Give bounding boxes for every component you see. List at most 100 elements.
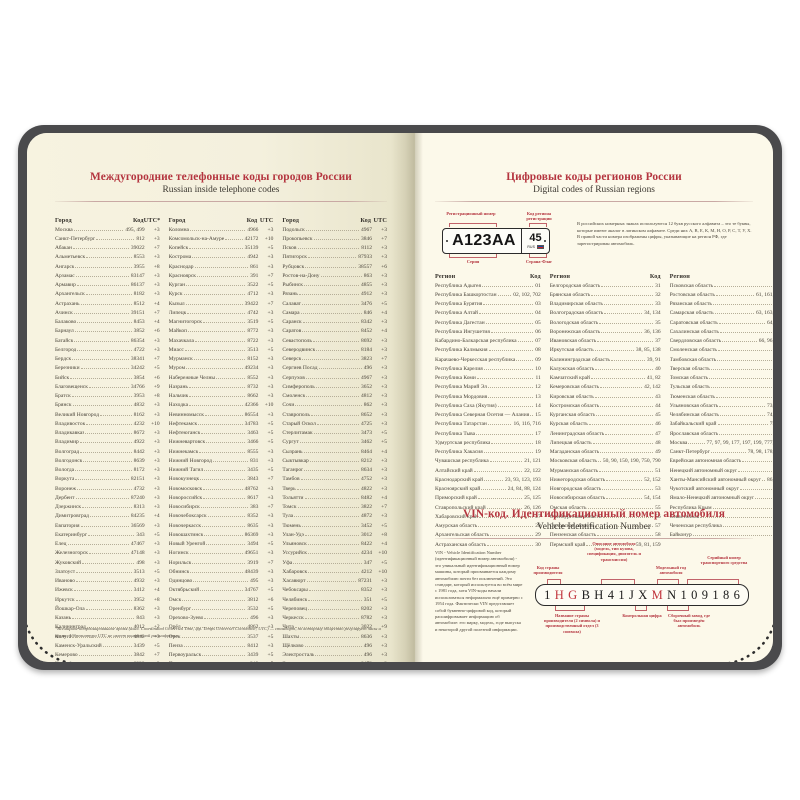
row-name-cell: Курганская область — [549, 412, 596, 418]
row-code-cell: 496 — [363, 652, 373, 658]
leader-dots — [305, 375, 360, 379]
row-utc-cell: +7 — [153, 652, 160, 658]
leader-dots — [75, 597, 132, 601]
row-utc-cell: +3 — [381, 393, 388, 399]
leader-dots — [202, 652, 246, 656]
row-utc-cell: +3 — [267, 624, 274, 631]
table-row: Подольск 4967 +3 — [282, 226, 387, 235]
row-code-cell: 01 — [535, 282, 541, 289]
leader-dots — [587, 505, 654, 509]
row-utc-cell: +3 — [267, 568, 274, 575]
row-name-cell: Кабардино-Балкарская республика — [435, 338, 517, 344]
row-code-cell: 8202 — [361, 605, 373, 612]
row-name-cell: Псковская область — [669, 282, 714, 289]
row-code-cell: 23, 93, 123, 193 — [504, 476, 541, 483]
row-name-cell: Березники — [55, 365, 80, 372]
row-code-cell: 8453 — [133, 319, 145, 325]
row-name-cell: Орехово-Зуево — [168, 615, 204, 621]
table-row: Псковская область60 — [670, 282, 773, 291]
row-code-cell: 8672 — [133, 430, 145, 436]
row-name-cell: Краснодар — [168, 263, 194, 270]
row-code-cell: 51 — [655, 467, 661, 474]
row-name-cell: Ульяновская область — [669, 402, 719, 409]
row-name-cell: Миасс — [168, 346, 184, 353]
table-row: Волгоград 8442 +3 — [55, 448, 160, 457]
table-row: Владивосток 4232 +10 — [55, 420, 160, 429]
row-code-cell: 74, 174 — [767, 412, 773, 418]
table-row: Костромская область 44 — [550, 402, 661, 411]
row-name-cell: Новомосковск — [168, 485, 203, 492]
leader-dots — [184, 347, 246, 351]
table-row: Мурманск 8152 +3 — [169, 355, 274, 364]
row-code-cell: 383 — [250, 504, 259, 510]
table-row: Евпатория 36569 +3 — [55, 522, 160, 531]
row-code-cell: 50, 90, 150, 190, 750, 790 — [602, 458, 661, 465]
row-code-cell: 347 — [363, 559, 373, 566]
table-row: Пермь 342+5 — [169, 660, 274, 662]
table-row: Нижний Новгород 831 +3 — [169, 457, 274, 466]
vin-label-serial: Серийный номер транспортного средства — [700, 555, 748, 566]
row-code-cell: 342 — [249, 660, 258, 662]
row-utc-cell: +3 — [381, 485, 388, 492]
leader-dots — [194, 264, 249, 268]
table-row: Липецкая область 48 — [550, 439, 661, 448]
row-utc-cell: +3 — [153, 282, 160, 288]
leader-dots — [592, 440, 654, 444]
leader-dots — [588, 421, 654, 426]
row-code-cell: 25, 125 — [524, 495, 541, 502]
row-name-cell: Бердск — [55, 356, 72, 362]
row-name-cell: Магнитогорск — [168, 319, 202, 325]
row-utc-cell: +3 — [153, 559, 160, 566]
row-name-cell: Рубцовск — [282, 263, 305, 270]
leader-dots — [188, 328, 246, 333]
row-code-cell: 34783 — [244, 420, 259, 427]
row-name-cell: Омская область — [549, 504, 587, 511]
leader-dots — [79, 439, 132, 444]
table-row: Ульяновская область 73, 173 — [670, 402, 773, 411]
row-code-cell: 846 — [363, 309, 373, 316]
row-code-cell: 495 — [250, 578, 259, 584]
row-name-cell: Омск — [168, 596, 182, 603]
table-row: Ногинск 49651 +3 — [169, 549, 274, 558]
row-utc-cell: +5 — [153, 365, 160, 372]
table-row: Брянск 4832 +3 — [55, 401, 160, 410]
row-code-cell: 4842 — [133, 633, 145, 640]
row-code-cell: 8472 — [360, 660, 372, 662]
row-utc-cell: +3 — [381, 467, 388, 473]
leader-dots — [204, 412, 243, 416]
row-name-cell: Арзамас — [55, 272, 75, 279]
leader-dots — [71, 661, 132, 662]
table-row: Кемерово 3842 +7 — [55, 651, 160, 660]
table-row: Казань 843 +3 — [55, 614, 160, 623]
leader-dots — [316, 421, 360, 425]
row-code-cell: 15 — [535, 412, 541, 418]
table-row: Орёл 4862 +3 — [169, 623, 274, 632]
leader-dots — [186, 365, 243, 370]
row-code-cell: 8184 — [361, 346, 373, 353]
row-name-cell: Курск — [168, 291, 183, 298]
table-row: Тула 4872 +3 — [282, 512, 387, 521]
right-page-header: Цифровые коды регионов России Digital co… — [435, 171, 753, 202]
leader-dots — [483, 366, 534, 370]
row-name-cell: Батайск — [55, 337, 74, 344]
leader-dots — [310, 412, 360, 416]
table-row: Уфа 347 +5 — [282, 559, 387, 568]
leader-dots — [602, 514, 654, 518]
vin-label-check-digit: Контрольная цифра — [622, 613, 662, 618]
page-subtitle-region-codes: Digital codes of Russian regions — [533, 185, 655, 195]
leader-dots — [489, 458, 523, 463]
row-utc-cell: +4 — [381, 309, 388, 316]
vin-section-header: VIN-код. Идентификационный номер автомоб… — [435, 508, 753, 539]
row-code-cell: 4855 — [361, 282, 373, 288]
table-row: Камчатский край 41, 82 — [550, 374, 661, 383]
row-utc-cell: +10 — [378, 550, 388, 557]
leader-dots — [714, 283, 773, 287]
table-row: Севастополь92 — [670, 513, 773, 522]
leader-dots — [300, 476, 360, 481]
table-row: Тюменская область72 — [670, 393, 773, 402]
row-code-cell: 3466 — [247, 439, 259, 446]
row-name-cell: Нефтеюганск — [168, 430, 201, 436]
leader-dots — [604, 310, 643, 315]
table-row: Нефтеюганск 3463 +5 — [169, 429, 274, 438]
